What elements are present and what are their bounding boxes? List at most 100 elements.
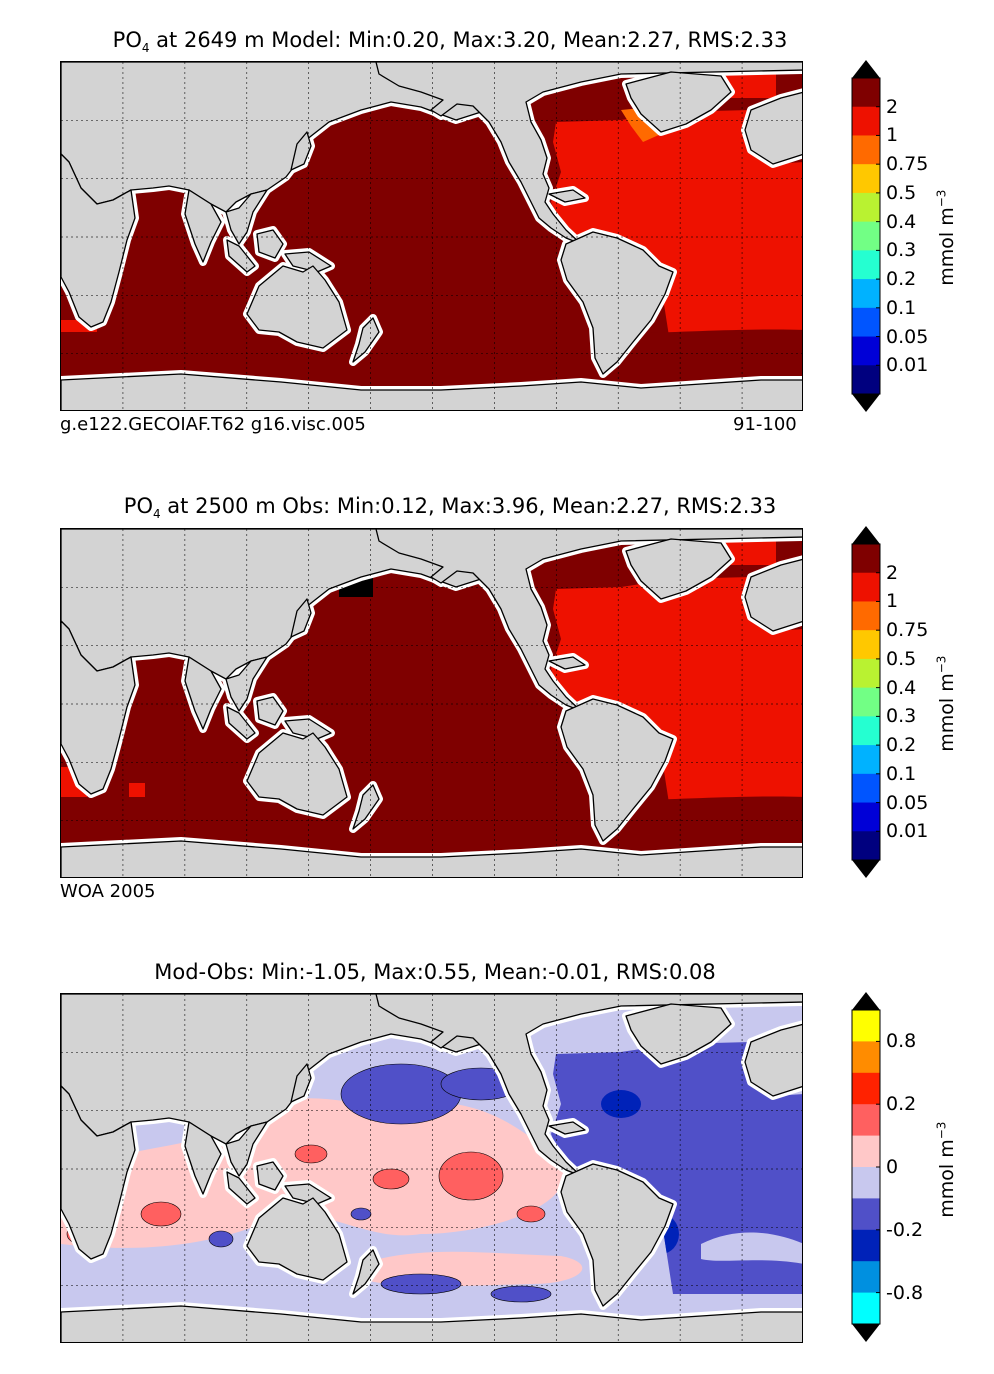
diff-atlantic-light bbox=[701, 1232, 802, 1264]
colorbar-tick-label: 2 bbox=[886, 95, 899, 118]
land-namerica bbox=[375, 62, 802, 245]
panel-obs-title: PO4 at 2500 m Obs: Min:0.12, Max:3.96, M… bbox=[123, 494, 777, 522]
land-newzealand bbox=[352, 317, 380, 363]
obs-map bbox=[60, 528, 803, 878]
land-namerica bbox=[375, 529, 802, 712]
colorbar-segment bbox=[852, 572, 880, 602]
colorbar-segment bbox=[852, 221, 880, 251]
land-india bbox=[184, 1121, 222, 1195]
colorbar-tick-label: 0.01 bbox=[886, 354, 929, 377]
diff-positive-blob bbox=[294, 1144, 328, 1164]
colorbar-segment bbox=[852, 544, 880, 574]
colorbar-tick-label: 0.3 bbox=[886, 705, 917, 728]
colorbar-tick-label: 0.5 bbox=[886, 647, 917, 670]
colorbar-tick-label: 0.2 bbox=[886, 1093, 917, 1116]
colorbar-tick-label: 0 bbox=[886, 1156, 899, 1178]
land-namerica bbox=[375, 994, 802, 1177]
colorbar-tick-label: 0.1 bbox=[886, 296, 917, 319]
diff-negative-blob bbox=[490, 1285, 552, 1303]
colorbar-segment bbox=[852, 745, 880, 775]
panel-diff-title: Mod-Obs: Min:-1.05, Max:0.55, Mean:-0.01… bbox=[154, 960, 716, 984]
colorbar-tick-label: 0.8 bbox=[886, 1030, 917, 1053]
land-antarctica bbox=[61, 373, 802, 410]
colorbar-extend-max bbox=[852, 526, 880, 544]
colorbar-tick-label: 0.4 bbox=[886, 676, 917, 699]
diff-colorbar-unit: mmol m−3 bbox=[934, 1121, 958, 1218]
colorbar-segment bbox=[852, 1010, 880, 1042]
land-newguinea bbox=[284, 251, 332, 273]
diff-positive-blob bbox=[438, 1151, 504, 1201]
colorbar-segment bbox=[852, 1292, 880, 1325]
colorbar-tick-label: 1 bbox=[886, 590, 899, 613]
colorbar-segment bbox=[852, 336, 880, 366]
diff-colorbar bbox=[851, 992, 881, 1342]
land-newzealand bbox=[352, 1249, 380, 1295]
land-europe bbox=[744, 558, 802, 632]
land-greenland bbox=[625, 1003, 732, 1065]
land-europe bbox=[744, 91, 802, 165]
colorbar-segment bbox=[852, 1104, 880, 1137]
land-samerica bbox=[560, 231, 674, 375]
colorbar-segment bbox=[852, 307, 880, 338]
land-samerica bbox=[560, 698, 674, 842]
colorbar-segment bbox=[852, 630, 880, 660]
land-australia bbox=[246, 732, 348, 816]
colorbar-segment bbox=[852, 1041, 880, 1074]
colorbar-segment bbox=[852, 601, 880, 631]
land-sumatra bbox=[226, 1171, 256, 1205]
colorbar-tick-label: 0.2 bbox=[886, 734, 917, 757]
colorbar-extend-min bbox=[852, 394, 880, 412]
colorbar-tick-label: 0.4 bbox=[886, 210, 917, 233]
panel-model-title: PO4 at 2649 m Model: Min:0.20, Max:3.20,… bbox=[112, 28, 788, 56]
diff-negative-blob bbox=[208, 1230, 234, 1248]
obs-colorbar-unit: mmol m−3 bbox=[934, 655, 958, 752]
land-japan bbox=[290, 598, 312, 638]
colorbar-tick-label: -0.8 bbox=[886, 1281, 924, 1304]
diff-positive-band bbox=[61, 1098, 564, 1248]
land-australia bbox=[246, 1197, 348, 1281]
colorbar-tick-label: 0.1 bbox=[886, 762, 917, 785]
land-cuba bbox=[548, 1121, 586, 1135]
land-india bbox=[184, 656, 222, 730]
colorbar-tick-label: 0.3 bbox=[886, 239, 917, 262]
model-colorbar bbox=[851, 60, 881, 412]
diff-positive-blob bbox=[516, 1205, 546, 1223]
model-years-caption: 91-100 bbox=[733, 414, 797, 435]
colorbar-segment bbox=[852, 365, 880, 395]
land-europe bbox=[744, 1023, 802, 1097]
land-australia bbox=[246, 265, 348, 349]
colorbar-extend-max bbox=[852, 992, 880, 1010]
colorbar-segment bbox=[852, 164, 880, 194]
obs-colorbar bbox=[851, 526, 881, 878]
colorbar-segment bbox=[852, 658, 880, 689]
colorbar-segment bbox=[852, 78, 880, 108]
colorbar-tick-label: 0.2 bbox=[886, 268, 917, 291]
colorbar-segment bbox=[852, 1072, 880, 1105]
colorbar-segment bbox=[852, 192, 880, 223]
colorbar-tick-label: 0.5 bbox=[886, 181, 917, 204]
colorbar-tick-label: 2 bbox=[886, 561, 899, 584]
colorbar-segment bbox=[852, 831, 880, 861]
colorbar-segment bbox=[852, 773, 880, 804]
diff-positive-blob bbox=[372, 1168, 410, 1190]
land-greenland bbox=[625, 71, 732, 133]
colorbar-segment bbox=[852, 716, 880, 746]
land-cuba bbox=[548, 189, 586, 203]
colorbar-tick-label: 0.05 bbox=[886, 325, 929, 348]
land-samerica bbox=[560, 1163, 674, 1307]
diff-negative-blob bbox=[380, 1273, 462, 1295]
colorbar-segment bbox=[852, 1261, 880, 1294]
colorbar-extend-max bbox=[852, 60, 880, 78]
map0-grid bbox=[61, 62, 802, 410]
colorbar-tick-label: -0.2 bbox=[886, 1218, 924, 1241]
diff-map bbox=[60, 993, 803, 1343]
land-greenland bbox=[625, 538, 732, 600]
colorbar-segment bbox=[852, 1135, 880, 1168]
colorbar-tick-label: 0.05 bbox=[886, 791, 929, 814]
land-japan bbox=[290, 1063, 312, 1103]
colorbar-segment bbox=[852, 802, 880, 832]
colorbar-extend-min bbox=[852, 860, 880, 878]
model-colorbar-unit: mmol m−3 bbox=[934, 189, 958, 286]
colorbar-extend-min bbox=[852, 1324, 880, 1342]
land-cuba bbox=[548, 656, 586, 670]
